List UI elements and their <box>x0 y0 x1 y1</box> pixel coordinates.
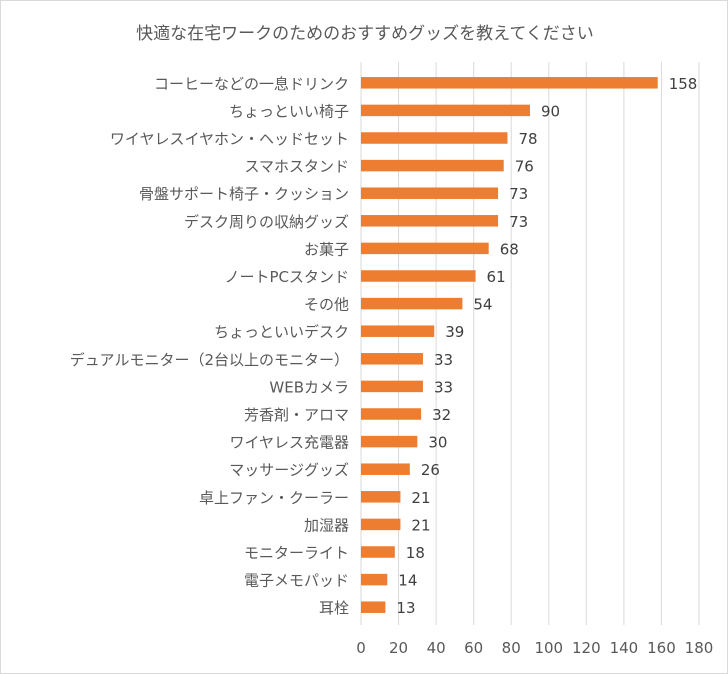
bar <box>361 270 476 282</box>
category-label: デュアルモニター（2台以上のモニター） <box>70 351 349 369</box>
x-tick-label: 20 <box>389 639 408 657</box>
data-label: 68 <box>500 240 519 258</box>
data-label: 76 <box>515 158 534 176</box>
category-label: モニターライト <box>244 544 349 562</box>
category-label: ちょっといい椅子 <box>229 102 349 120</box>
bar <box>361 77 658 89</box>
data-label: 18 <box>406 544 425 562</box>
x-tick-label: 120 <box>572 639 601 657</box>
data-label: 14 <box>398 572 417 590</box>
x-tick-labels: 0 20 40 60 80 100 120 140 160 180 <box>356 639 713 657</box>
category-label: 電子メモパッド <box>244 572 349 590</box>
category-label: 卓上ファン・クーラー <box>199 489 349 507</box>
gridlines <box>360 62 700 625</box>
x-tick-label: 0 <box>356 639 366 657</box>
data-label: 73 <box>509 185 528 203</box>
bar <box>361 408 422 420</box>
category-label: ノートPCスタンド <box>224 268 349 286</box>
x-tick-label: 60 <box>464 639 483 657</box>
bar <box>361 215 499 227</box>
data-label: 78 <box>518 130 537 148</box>
category-label: 骨盤サポート椅子・クッション <box>139 185 349 203</box>
chart-title: 快適な在宅ワークのためのおすすめグッズを教えてください <box>136 24 594 44</box>
category-label: 加湿器 <box>304 516 349 534</box>
category-label: 耳栓 <box>319 599 349 617</box>
category-label: コーヒーなどの一息ドリンク <box>154 75 349 93</box>
bar <box>361 518 401 531</box>
data-label: 26 <box>421 461 440 479</box>
bar <box>361 159 504 172</box>
bar <box>361 491 401 503</box>
data-label: 30 <box>428 434 447 452</box>
data-label: 39 <box>445 323 464 341</box>
x-tick-label: 80 <box>502 639 521 657</box>
bar <box>361 573 388 586</box>
x-tick-label: 40 <box>427 639 446 657</box>
bar <box>361 325 435 337</box>
data-label: 32 <box>432 406 451 424</box>
category-label: 芳香剤・アロマ <box>244 406 349 424</box>
data-label: 158 <box>669 75 698 93</box>
x-tick-label: 180 <box>685 639 714 657</box>
data-label: 21 <box>411 516 430 534</box>
category-label: ワイヤレスイヤホン・ヘッドセット <box>110 130 349 148</box>
data-label: 13 <box>396 599 415 617</box>
data-label: 33 <box>434 351 453 369</box>
category-label: その他 <box>304 296 349 314</box>
bar <box>361 297 463 310</box>
data-label: 90 <box>541 102 560 120</box>
category-labels: コーヒーなどの一息ドリンクちょっといい椅子ワイヤレスイヤホン・ヘッドセットスマホ… <box>70 75 349 617</box>
x-tick-label: 140 <box>610 639 639 657</box>
bar <box>361 104 530 117</box>
category-label: お菓子 <box>304 240 349 258</box>
bar <box>361 242 489 255</box>
category-label: ちょっといいデスク <box>214 323 349 341</box>
bars <box>361 77 658 613</box>
bar <box>361 187 499 199</box>
category-label: ワイヤレス充電器 <box>229 434 349 452</box>
bar <box>361 546 395 558</box>
x-tick-label: 160 <box>647 639 676 657</box>
bar <box>361 601 386 613</box>
category-label: スマホスタンド <box>244 158 349 176</box>
bar <box>361 463 410 475</box>
bar <box>361 380 423 393</box>
category-label: WEBカメラ <box>269 378 349 396</box>
data-label: 73 <box>509 213 528 231</box>
bar <box>361 435 418 448</box>
bar <box>361 353 423 365</box>
x-tick-label: 100 <box>534 639 563 657</box>
data-label: 54 <box>473 296 492 314</box>
bar <box>361 132 508 144</box>
data-label: 61 <box>487 268 506 286</box>
data-label: 33 <box>434 378 453 396</box>
category-label: マッサージグッズ <box>229 461 349 479</box>
category-label: デスク周りの収納グッズ <box>184 213 349 231</box>
data-label: 21 <box>411 489 430 507</box>
